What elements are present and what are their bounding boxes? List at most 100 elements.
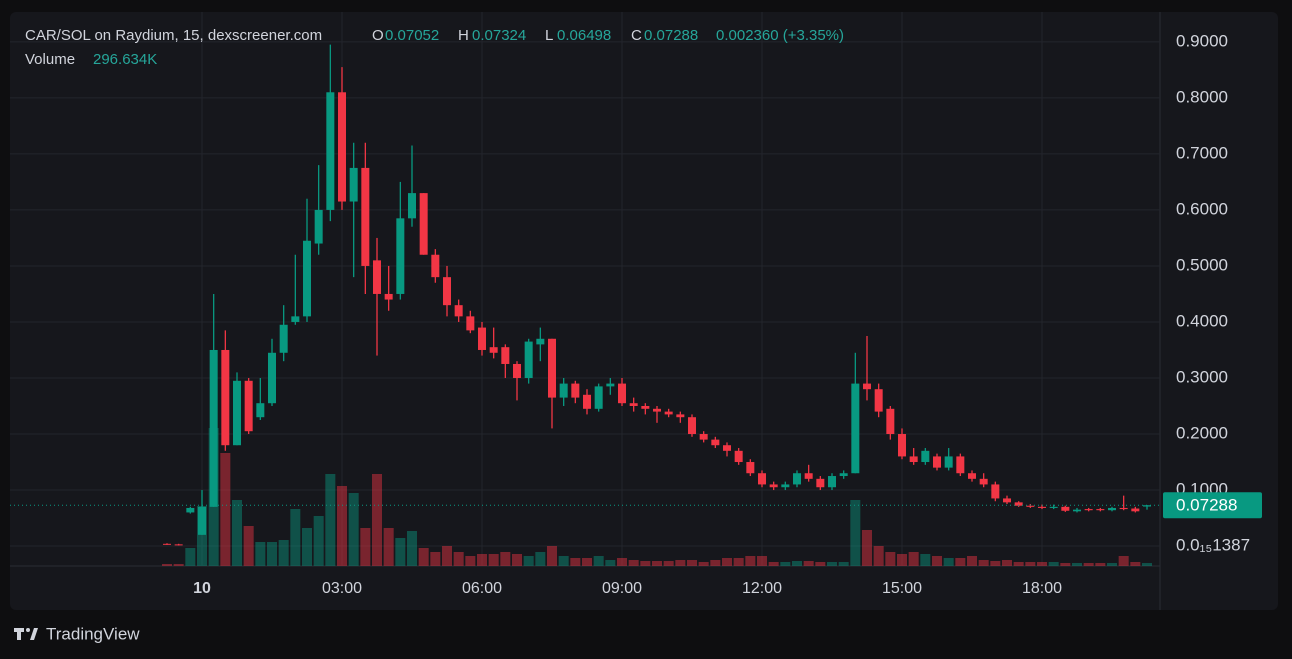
volume-bar — [593, 556, 604, 566]
candle-body — [734, 450, 743, 463]
volume-bar — [325, 474, 336, 566]
volume-bar — [862, 530, 872, 566]
volume-bar — [850, 500, 861, 566]
x-tick-label: 12:00 — [742, 580, 782, 597]
candle-body — [466, 316, 475, 331]
volume-bar — [395, 538, 406, 566]
volume-bar — [558, 556, 569, 566]
candle-body — [163, 543, 171, 545]
brand-name: TradingView — [46, 624, 140, 643]
candle-body — [863, 383, 871, 390]
x-tick-label: 15:00 — [882, 580, 922, 597]
volume-bar — [523, 556, 534, 566]
volume-bar — [1013, 562, 1024, 566]
candle-body — [968, 473, 976, 479]
volume-bar — [477, 554, 487, 566]
candle-body — [373, 260, 381, 294]
candle-body — [548, 338, 556, 398]
candle-body — [933, 456, 941, 468]
y-tick-label: 0.9000 — [1176, 31, 1228, 50]
candle-body — [513, 363, 521, 378]
volume-bar — [547, 546, 557, 566]
logo-dot — [26, 628, 30, 632]
volume-bar — [803, 561, 814, 566]
volume-bar — [302, 528, 312, 566]
volume-bar — [1002, 560, 1012, 566]
volume-bar — [605, 560, 616, 566]
volume-bar — [1130, 562, 1141, 566]
close-value: 0.07288 — [644, 27, 698, 44]
volume-bar — [243, 526, 254, 566]
candle-body — [221, 349, 230, 446]
candle-body — [233, 380, 241, 446]
candle-body — [828, 476, 836, 488]
volume-bar — [827, 562, 837, 566]
volume-bar — [792, 561, 802, 566]
volume-bar — [313, 516, 324, 566]
x-tick-label: 09:00 — [602, 580, 642, 597]
volume-bar — [348, 493, 359, 566]
volume-bar — [710, 560, 721, 566]
x-tick-label: 06:00 — [462, 580, 502, 597]
candle-body — [1108, 507, 1116, 511]
candle-body — [979, 478, 988, 485]
brand-logo: TradingView — [14, 624, 140, 643]
candle-body — [944, 456, 953, 468]
volume-bar — [745, 556, 756, 566]
candle-body — [921, 450, 930, 463]
candle-body — [256, 403, 265, 418]
candle-body — [956, 456, 965, 474]
candle-body — [594, 386, 603, 409]
candle-body — [1096, 509, 1105, 511]
last-price-tag — [1163, 492, 1262, 519]
candle-body — [501, 347, 510, 364]
volume-bar — [267, 542, 277, 566]
candle-body — [524, 341, 533, 378]
candle-body — [291, 316, 300, 322]
volume-bar — [1037, 562, 1047, 566]
candle-body — [244, 380, 253, 432]
volume-bar — [383, 528, 394, 566]
candle-body — [431, 254, 440, 278]
candle-body — [209, 349, 218, 507]
volume-bar — [1095, 563, 1106, 566]
y-tick-label: 0.0₁₅1387 — [1176, 536, 1250, 555]
candle-body — [711, 439, 720, 446]
volume-bar — [197, 506, 207, 566]
x-tick-label: 18:00 — [1022, 580, 1062, 597]
candle-body — [314, 209, 323, 244]
x-tick-label: 10 — [193, 580, 211, 597]
volume-bar — [780, 562, 791, 566]
candle-body — [571, 383, 580, 398]
volume-bar — [955, 558, 966, 566]
candle-body — [898, 434, 906, 457]
volume-bar — [628, 560, 639, 566]
volume-bar — [757, 556, 767, 566]
candle-body — [1131, 508, 1140, 512]
candle-body — [618, 383, 626, 404]
volume-bar — [512, 554, 522, 566]
volume-bar — [768, 562, 779, 566]
ohlc-header: O 0.07052 H 0.07324 L 0.06498 C 0.07288 … — [372, 27, 844, 44]
candle-body — [664, 411, 673, 415]
volume-bar — [838, 562, 849, 566]
candle-body — [419, 193, 428, 255]
candle-body — [1038, 506, 1046, 508]
high-value: 0.07324 — [472, 27, 526, 44]
candle-body — [676, 414, 685, 418]
y-tick-label: 0.3000 — [1176, 367, 1228, 386]
volume-bar — [978, 560, 989, 566]
volume-bar — [570, 558, 581, 566]
candle-body — [384, 293, 393, 300]
volume-bar — [220, 453, 231, 566]
volume-bar — [1107, 563, 1117, 566]
candle-body — [758, 473, 766, 485]
volume-bar — [687, 560, 697, 566]
volume-bar — [290, 509, 301, 566]
candle-body — [559, 383, 568, 398]
volume-bar — [360, 528, 371, 566]
grid — [10, 12, 1160, 566]
candle-body — [326, 92, 335, 210]
open-letter: O — [372, 27, 384, 44]
volume-bar — [278, 540, 289, 566]
